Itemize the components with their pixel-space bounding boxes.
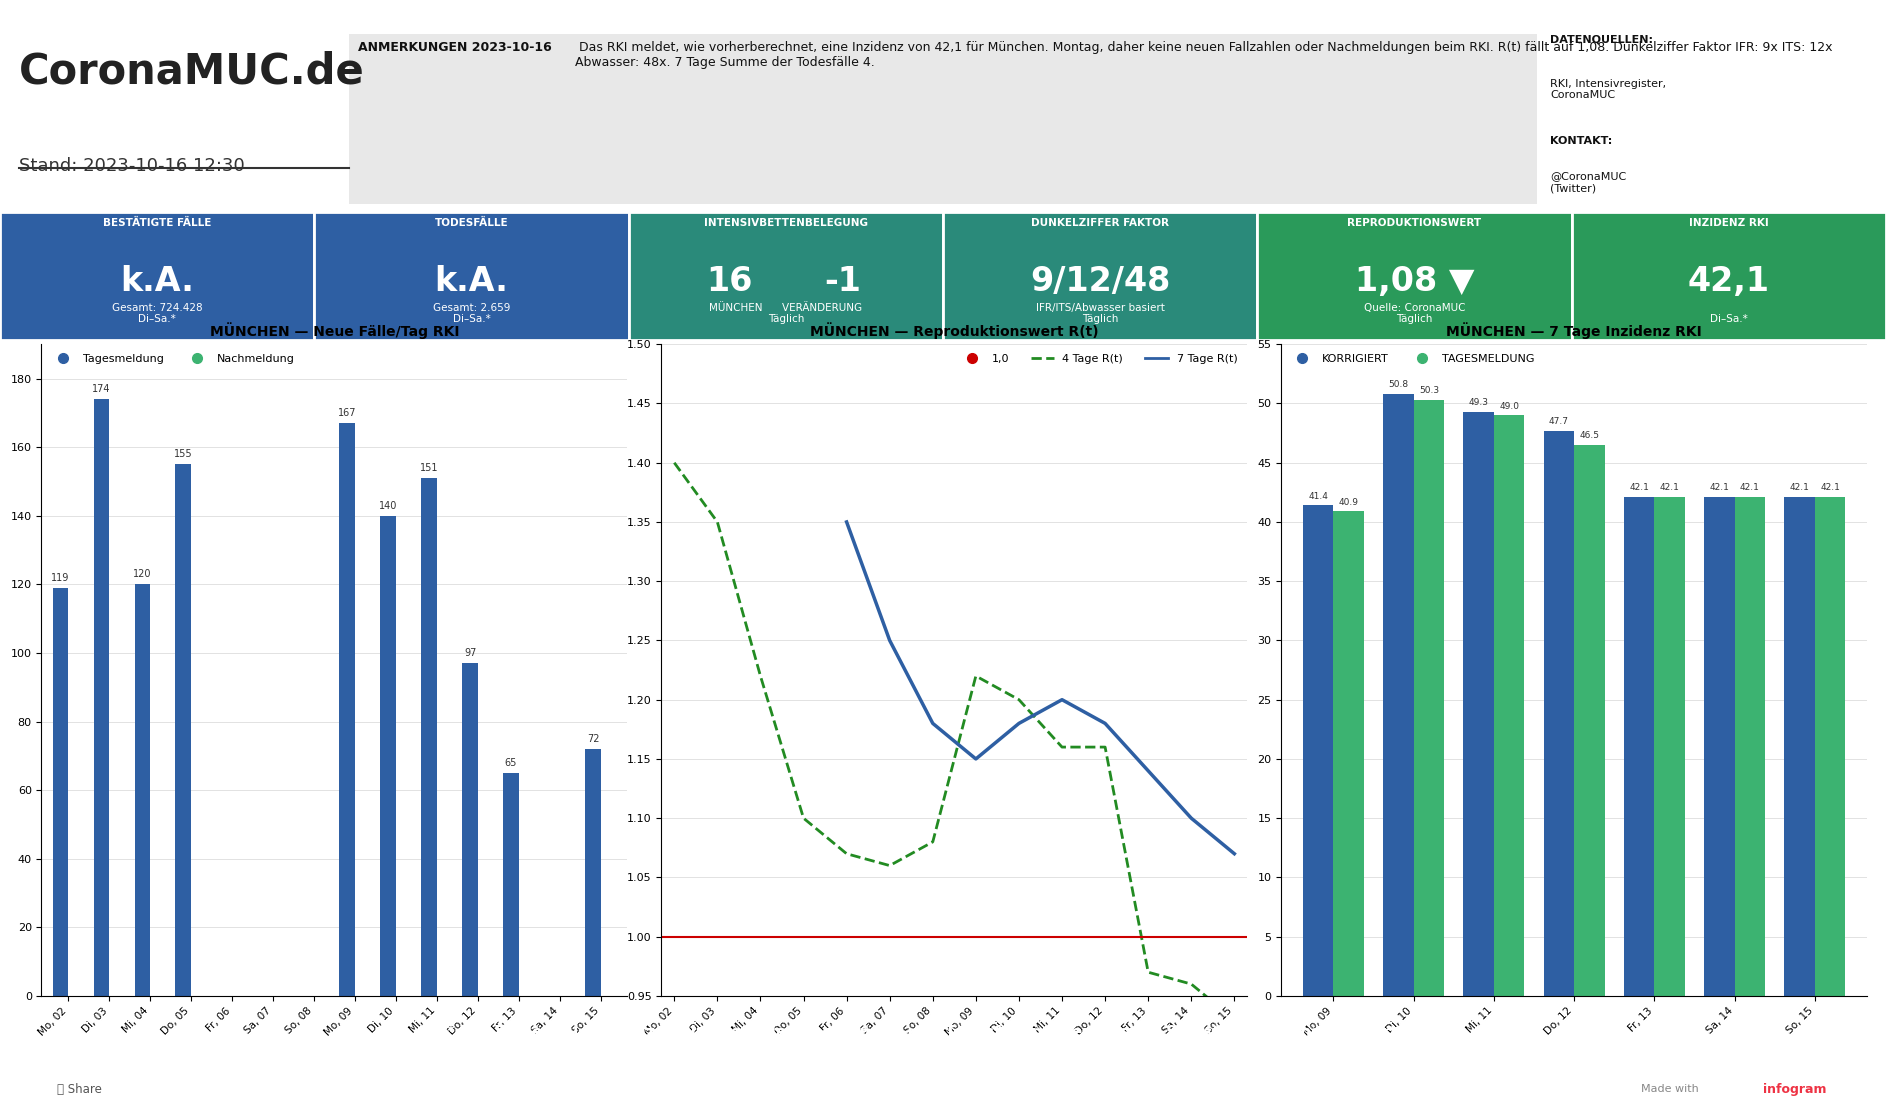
Text: 1,08 ▼: 1,08 ▼	[1354, 265, 1475, 299]
Text: INTENSIVBETTENBELEGUNG: INTENSIVBETTENBELEGUNG	[703, 218, 868, 228]
Bar	[504, 773, 519, 996]
Bar	[381, 516, 396, 996]
Text: MÜNCHEN      VERÄNDERUNG
Täglich: MÜNCHEN VERÄNDERUNG Täglich	[709, 303, 862, 324]
Text: 120: 120	[134, 569, 151, 579]
Text: 42.1: 42.1	[1790, 483, 1811, 492]
Bar	[1814, 497, 1846, 996]
Bar	[462, 663, 477, 996]
Text: 42,1: 42,1	[1688, 265, 1769, 299]
Bar	[1382, 394, 1414, 996]
Text: DATENQUELLEN:: DATENQUELLEN:	[1550, 35, 1654, 45]
Text: Quelle: CoronaMUC
Täglich: Quelle: CoronaMUC Täglich	[1364, 303, 1465, 324]
Text: Das RKI meldet, wie vorherberechnet, eine Inzidenz von 42,1 für München. Montag,: Das RKI meldet, wie vorherberechnet, ein…	[575, 41, 1833, 69]
Text: ANMERKUNGEN 2023-10-16: ANMERKUNGEN 2023-10-16	[358, 41, 553, 55]
Bar	[1735, 497, 1765, 996]
Legend: 1,0, 4 Tage R(t), 7 Tage R(t): 1,0, 4 Tage R(t), 7 Tage R(t)	[956, 350, 1241, 369]
Text: 50.3: 50.3	[1418, 387, 1439, 395]
Text: 155: 155	[174, 449, 192, 459]
Text: 42.1: 42.1	[1741, 483, 1760, 492]
Text: 16: 16	[705, 265, 753, 299]
Text: -1: -1	[824, 265, 860, 299]
Text: 49.0: 49.0	[1499, 401, 1518, 411]
Text: 167: 167	[338, 408, 356, 418]
Text: 47.7: 47.7	[1548, 417, 1569, 426]
Text: 65: 65	[505, 758, 517, 768]
Bar	[1654, 497, 1684, 996]
Text: REPRODUKTIONSWERT: REPRODUKTIONSWERT	[1347, 218, 1482, 228]
Text: 42.1: 42.1	[1630, 483, 1648, 492]
Bar	[175, 465, 190, 996]
Text: Made with: Made with	[1641, 1085, 1699, 1094]
Text: 46.5: 46.5	[1579, 431, 1599, 440]
Text: k.A.: k.A.	[434, 265, 509, 299]
Bar	[1784, 497, 1814, 996]
Text: 119: 119	[51, 573, 70, 583]
Text: * RKI Zahlen zu Inzidenz, Fallzahlen, Nachmeldungen und Todesfällen: Dienstag bi: * RKI Zahlen zu Inzidenz, Fallzahlen, Na…	[447, 1025, 1439, 1040]
Text: CoronaMUC.de: CoronaMUC.de	[19, 50, 364, 92]
Bar	[1464, 412, 1494, 996]
Text: 49.3: 49.3	[1469, 398, 1488, 407]
Text: 42.1: 42.1	[1660, 483, 1680, 492]
Bar	[1333, 511, 1364, 996]
Text: INZIDENZ RKI: INZIDENZ RKI	[1690, 218, 1769, 228]
Text: 50.8: 50.8	[1388, 380, 1409, 389]
Text: 140: 140	[379, 500, 398, 510]
Bar	[1575, 444, 1605, 996]
Bar	[1705, 497, 1735, 996]
Text: KONTAKT:: KONTAKT:	[1550, 136, 1613, 146]
Text: k.A.: k.A.	[121, 265, 194, 299]
FancyBboxPatch shape	[349, 35, 1537, 204]
Text: DUNKELZIFFER FAKTOR: DUNKELZIFFER FAKTOR	[1032, 218, 1169, 228]
Bar	[1414, 400, 1445, 996]
Bar	[134, 585, 151, 996]
Text: 40.9: 40.9	[1339, 498, 1358, 507]
Text: 97: 97	[464, 648, 477, 658]
Text: ⬜ Share: ⬜ Share	[57, 1083, 102, 1096]
Text: BESTÄTIGTE FÄLLE: BESTÄTIGTE FÄLLE	[104, 218, 211, 228]
Bar	[1624, 497, 1654, 996]
Text: Di–Sa.*: Di–Sa.*	[1711, 314, 1748, 324]
Text: infogram: infogram	[1763, 1083, 1828, 1096]
Text: RKI, Intensivregister,
CoronaMUC: RKI, Intensivregister, CoronaMUC	[1550, 79, 1667, 100]
Text: 174: 174	[92, 384, 111, 394]
Title: MÜNCHEN — Reproduktionswert R(t): MÜNCHEN — Reproduktionswert R(t)	[809, 322, 1100, 339]
Legend: KORRIGIERT, TAGESMELDUNG: KORRIGIERT, TAGESMELDUNG	[1286, 350, 1539, 369]
Bar	[585, 749, 602, 996]
Bar	[1543, 431, 1575, 996]
Text: IFR/ITS/Abwasser basiert
Täglich: IFR/ITS/Abwasser basiert Täglich	[1035, 303, 1164, 324]
Bar	[1303, 506, 1333, 996]
Bar	[94, 399, 109, 996]
Legend: Tagesmeldung, Nachmeldung: Tagesmeldung, Nachmeldung	[47, 350, 300, 369]
Text: @CoronaMUC
(Twitter): @CoronaMUC (Twitter)	[1550, 172, 1626, 193]
Bar	[1494, 416, 1524, 996]
Bar	[421, 478, 438, 996]
Title: MÜNCHEN — Neue Fälle/Tag RKI: MÜNCHEN — Neue Fälle/Tag RKI	[209, 322, 458, 339]
Text: 42.1: 42.1	[1709, 483, 1729, 492]
Title: MÜNCHEN — 7 Tage Inzidenz RKI: MÜNCHEN — 7 Tage Inzidenz RKI	[1447, 322, 1701, 339]
Text: 72: 72	[587, 734, 600, 744]
Bar	[339, 423, 355, 996]
Text: 9/12/48: 9/12/48	[1030, 265, 1171, 299]
Text: Gesamt: 724.428
Di–Sa.*: Gesamt: 724.428 Di–Sa.*	[111, 303, 202, 324]
Text: Gesamt: 2.659
Di–Sa.*: Gesamt: 2.659 Di–Sa.*	[432, 303, 511, 324]
Text: 42.1: 42.1	[1820, 483, 1841, 492]
Text: TODESFÄLLE: TODESFÄLLE	[434, 218, 509, 228]
Text: 151: 151	[421, 462, 438, 472]
Text: 41.4: 41.4	[1309, 491, 1328, 500]
Text: Stand: 2023-10-16 12:30: Stand: 2023-10-16 12:30	[19, 157, 245, 175]
Bar	[53, 588, 68, 996]
